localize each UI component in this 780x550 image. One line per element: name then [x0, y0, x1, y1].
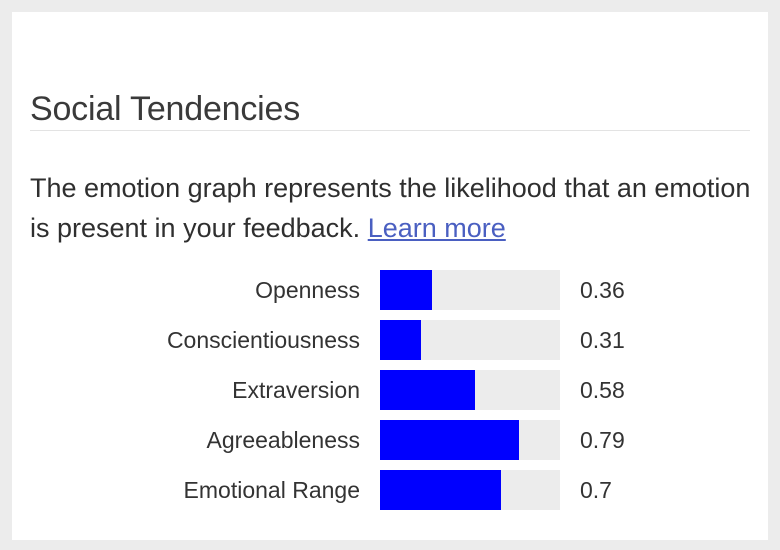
panel-description: The emotion graph represents the likelih… — [30, 168, 755, 248]
panel-title: Social Tendencies — [30, 90, 301, 128]
bar-label: Openness — [255, 277, 360, 303]
bar-track — [380, 370, 560, 410]
bar-row-openness: Openness 0.36 — [12, 270, 768, 320]
tendency-bars: Openness 0.36 Conscientiousness 0.31 Ext… — [12, 270, 768, 520]
bar-value: 0.31 — [580, 327, 625, 353]
bar-row-conscientiousness: Conscientiousness 0.31 — [12, 320, 768, 370]
bar-label: Conscientiousness — [166, 327, 360, 353]
bar-fill — [380, 420, 519, 460]
bar-value: 0.7 — [580, 477, 612, 503]
bar-value: 0.79 — [580, 427, 625, 453]
bar-track — [380, 470, 560, 510]
bar-track — [380, 270, 560, 310]
bar-label: Agreeableness — [206, 427, 360, 453]
bar-fill — [380, 320, 422, 360]
description-text: The emotion graph represents the likelih… — [30, 173, 751, 243]
social-tendencies-card: Social Tendencies The emotion graph repr… — [12, 12, 768, 540]
bar-value: 0.36 — [580, 277, 625, 303]
learn-more-link[interactable]: Learn more — [367, 213, 506, 243]
bar-row-emotional-range: Emotional Range 0.7 — [12, 470, 768, 520]
bar-fill — [380, 370, 476, 410]
bar-track — [380, 320, 560, 360]
bar-row-agreeableness: Agreeableness 0.79 — [12, 420, 768, 470]
bar-fill — [380, 270, 433, 310]
bar-track — [380, 420, 560, 460]
title-divider — [30, 130, 750, 131]
bar-label: Emotional Range — [183, 477, 360, 503]
bar-label: Extraversion — [232, 377, 360, 403]
bar-row-extraversion: Extraversion 0.58 — [12, 370, 768, 420]
bar-value: 0.58 — [580, 377, 625, 403]
bar-fill — [380, 470, 501, 510]
